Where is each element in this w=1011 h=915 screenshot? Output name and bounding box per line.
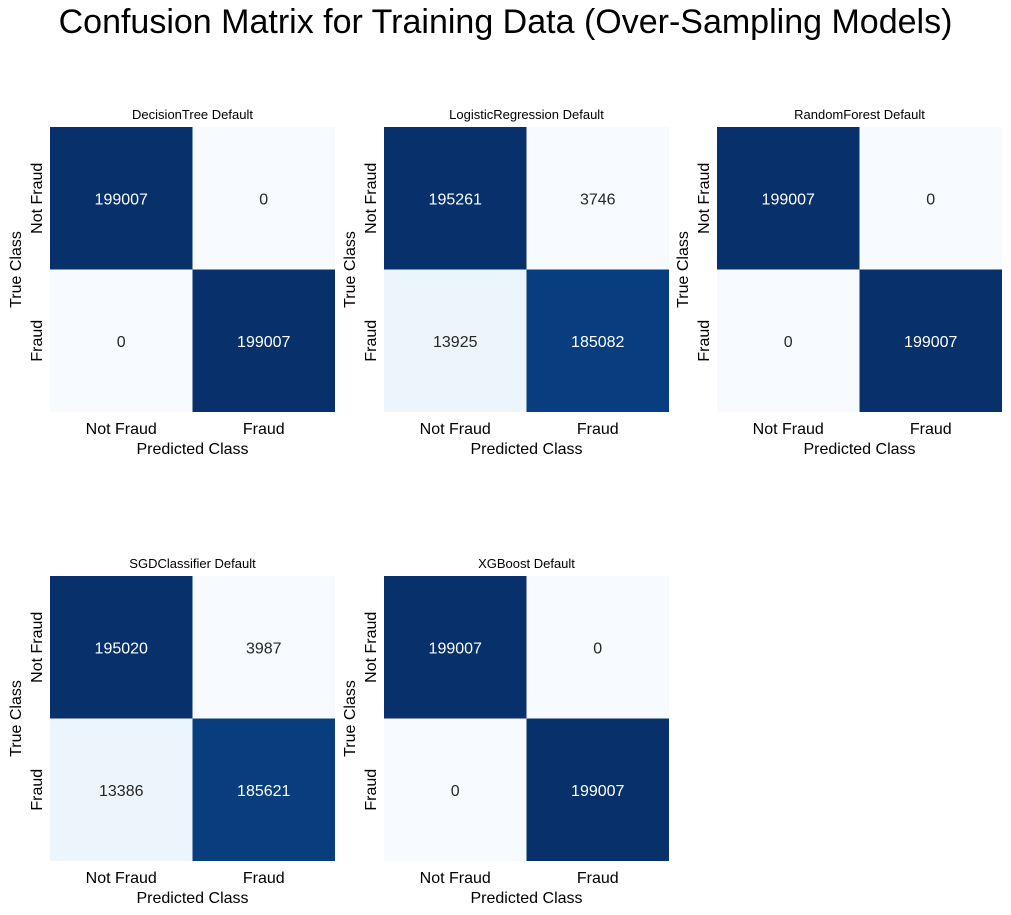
heatmap-cell [192, 127, 335, 270]
heatmap-cell [717, 127, 860, 270]
x-axis-label: Predicted Class [470, 890, 582, 907]
y-axis-label: True Class [342, 231, 359, 308]
cell-value-label: 185082 [571, 334, 624, 351]
panel-title: LogisticRegression Default [449, 107, 604, 122]
heatmap-cell [50, 127, 193, 270]
panel-title: SGDClassifier Default [129, 556, 256, 571]
y-tick-label: Not Fraud [696, 163, 713, 234]
heatmap-cell [859, 127, 1002, 270]
cell-value-label: 0 [926, 191, 935, 208]
y-axis-label: True Class [675, 231, 692, 308]
y-axis-label: True Class [342, 680, 359, 757]
x-axis-label: Predicted Class [470, 441, 582, 458]
y-tick-label: Not Fraud [29, 612, 46, 683]
confusion-matrix-panel: SGDClassifier Default 195020 3987 13386 1856… [0, 549, 340, 907]
y-tick-label: Not Fraud [363, 163, 380, 234]
heatmap-cell [526, 718, 669, 861]
cell-value-label: 185621 [237, 783, 290, 800]
cell-value-label: 199007 [429, 640, 482, 657]
cell-value-label: 199007 [237, 334, 290, 351]
y-tick-label: Not Fraud [29, 163, 46, 234]
confusion-matrix-panel: XGBoost Default 199007 0 0 199007 Not Fraud Fr… [334, 549, 674, 907]
x-tick-label: Not Fraud [86, 421, 157, 438]
cell-value-label: 199007 [762, 191, 815, 208]
cell-value-label: 0 [784, 334, 793, 351]
x-tick-label: Not Fraud [420, 421, 491, 438]
cell-value-label: 0 [451, 783, 460, 800]
panel-title: XGBoost Default [478, 556, 575, 571]
cell-value-label: 3746 [580, 191, 616, 208]
heatmap-cell [192, 576, 335, 719]
heatmap-cell [717, 269, 860, 412]
heatmap-cell [526, 576, 669, 719]
cell-value-label: 0 [117, 334, 126, 351]
panel-title: RandomForest Default [794, 107, 925, 122]
cell-value-label: 13386 [99, 783, 144, 800]
confusion-matrix-panel: LogisticRegression Default 195261 3746 1392… [334, 100, 674, 458]
x-tick-label: Not Fraud [420, 870, 491, 887]
heatmap-cell [50, 269, 193, 412]
heatmap-cell [50, 718, 193, 861]
y-tick-label: Fraud [29, 320, 46, 362]
heatmap-cell [50, 576, 193, 719]
panel-title: DecisionTree Default [132, 107, 253, 122]
confusion-matrix-svg: DecisionTree Default 199007 0 0 199007 Not Fr… [8, 107, 335, 458]
confusion-matrix-svg: LogisticRegression Default 195261 3746 1392… [342, 107, 669, 458]
heatmap-cell [526, 127, 669, 270]
x-axis-label: Predicted Class [136, 441, 248, 458]
heatmap-cell [526, 269, 669, 412]
x-tick-label: Fraud [577, 421, 619, 438]
cell-value-label: 199007 [571, 783, 624, 800]
y-tick-label: Not Fraud [363, 612, 380, 683]
x-tick-label: Not Fraud [753, 421, 824, 438]
cell-value-label: 199007 [95, 191, 148, 208]
cell-value-label: 0 [593, 640, 602, 657]
cell-value-label: 195261 [429, 191, 482, 208]
x-tick-label: Fraud [577, 870, 619, 887]
cell-value-label: 3987 [246, 640, 282, 657]
x-tick-label: Fraud [243, 870, 285, 887]
heatmap-cell [192, 269, 335, 412]
heatmap-cell [384, 127, 527, 270]
heatmap-cell [384, 269, 527, 412]
x-axis-label: Predicted Class [803, 441, 915, 458]
y-axis-label: True Class [8, 231, 25, 308]
confusion-matrix-panel: RandomForest Default 199007 0 0 199007 Not Fr… [667, 100, 1007, 458]
x-axis-label: Predicted Class [136, 890, 248, 907]
heatmap-cell [384, 576, 527, 719]
y-tick-label: Fraud [29, 769, 46, 811]
confusion-matrix-panel: DecisionTree Default 199007 0 0 199007 Not Fr… [0, 100, 340, 458]
cell-value-label: 0 [259, 191, 268, 208]
y-tick-label: Fraud [363, 320, 380, 362]
y-tick-label: Fraud [363, 769, 380, 811]
heatmap-cell [859, 269, 1002, 412]
confusion-matrix-svg: SGDClassifier Default 195020 3987 13386 1856… [8, 556, 335, 907]
y-tick-label: Fraud [696, 320, 713, 362]
cell-value-label: 199007 [904, 334, 957, 351]
x-tick-label: Fraud [910, 421, 952, 438]
confusion-matrix-svg: XGBoost Default 199007 0 0 199007 Not Fraud Fr… [342, 556, 669, 907]
y-axis-label: True Class [8, 680, 25, 757]
heatmap-cell [384, 718, 527, 861]
cell-value-label: 195020 [95, 640, 148, 657]
cell-value-label: 13925 [433, 334, 478, 351]
x-tick-label: Fraud [243, 421, 285, 438]
x-tick-label: Not Fraud [86, 870, 157, 887]
heatmap-cell [192, 718, 335, 861]
figure-title: Confusion Matrix for Training Data (Over… [58, 3, 953, 41]
confusion-matrix-svg: RandomForest Default 199007 0 0 199007 Not Fr… [675, 107, 1002, 458]
